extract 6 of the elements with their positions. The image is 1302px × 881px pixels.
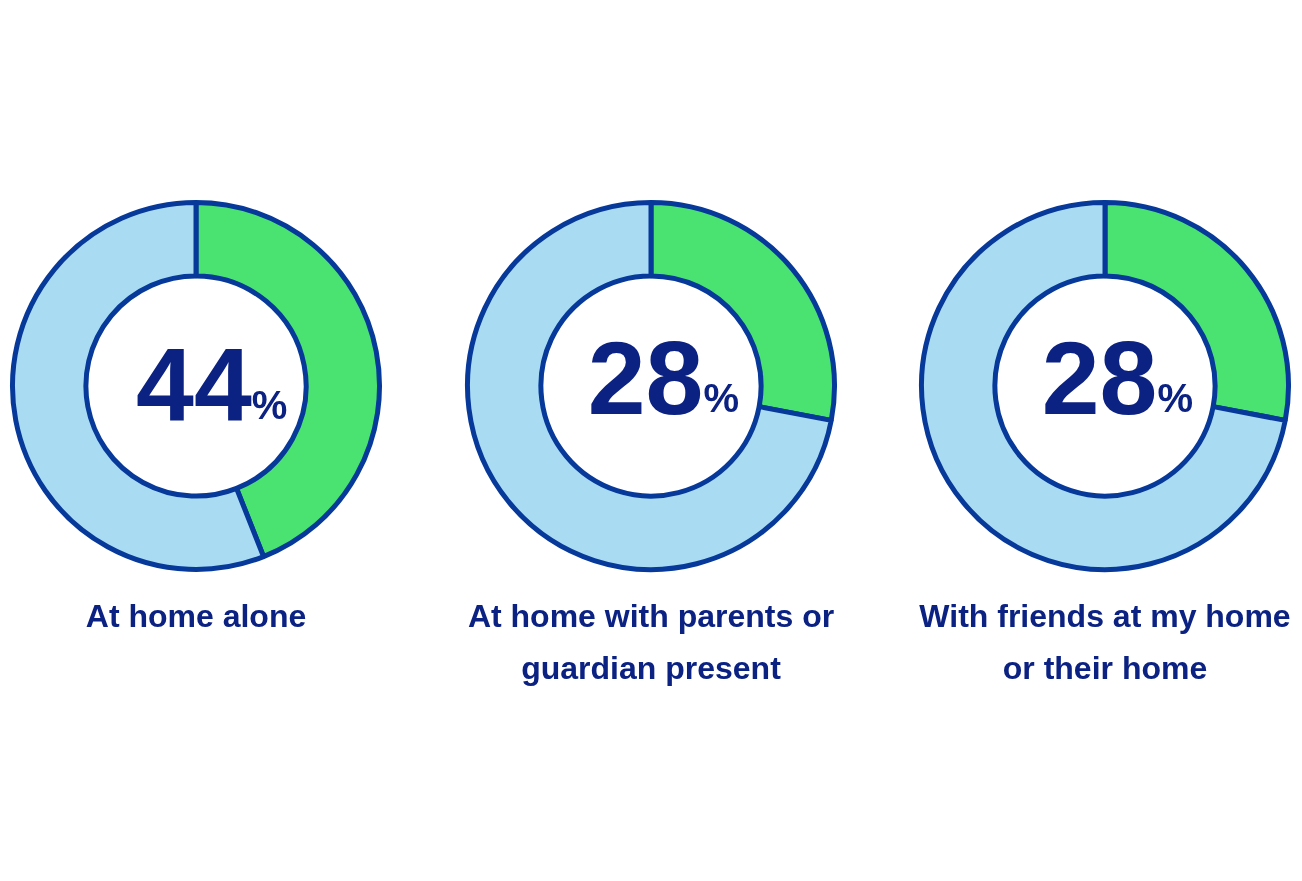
data-label: 28% — [1041, 319, 1193, 436]
text: At home alone — [84, 597, 308, 636]
data-label: 44% — [136, 327, 288, 443]
data-label: 28% — [587, 319, 739, 436]
text: With friends at my home or their home — [918, 597, 1292, 688]
text: At home with parents or guardian present — [466, 597, 836, 688]
